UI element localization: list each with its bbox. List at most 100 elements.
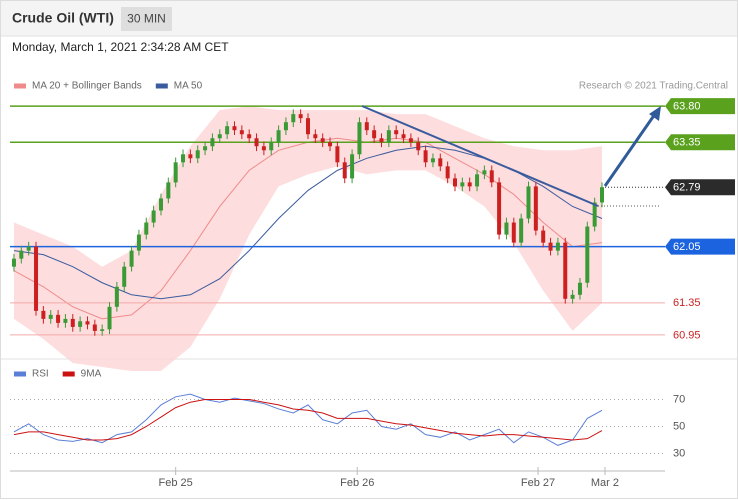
candle-body [320,138,325,143]
candle-body [136,234,141,251]
candle-body [497,182,502,235]
x-tick-label: Feb 26 [340,477,374,489]
interval: 30 MIN [127,12,166,26]
candle-body [335,146,340,163]
candle-body [372,130,377,139]
title: Crude Oil (WTI) [12,10,114,26]
level-label: 62.05 [673,241,701,253]
indicator-line [13,399,603,441]
candle-body [261,146,266,151]
candle-body [489,170,494,183]
candle-body [563,242,568,299]
candle-body [460,182,465,187]
candle-body [210,138,215,147]
legend-label: MA 50 [174,81,203,92]
candle-body [342,162,347,179]
candle-body [56,314,61,323]
candle-body [239,130,244,135]
candle-body [158,198,163,211]
x-tick-label: Feb 25 [159,477,193,489]
level-tag [665,134,735,151]
candle-body [203,146,208,151]
candle-body [129,250,134,267]
candle-body [173,162,178,183]
candle-body [313,134,318,139]
legend-swatch [14,371,26,377]
candle-body [85,321,90,325]
candle-body [181,154,186,163]
level-label: 63.80 [673,101,701,113]
candle-body [298,114,303,119]
candle-body [548,242,553,251]
candle-body [100,329,105,331]
candle-body [232,126,237,131]
level-label: 62.79 [673,182,701,194]
candle-body [570,294,575,299]
candle-body [114,286,119,307]
legend-label: RSI [32,369,49,380]
candle-body [195,150,200,159]
timestamp: Monday, March 1, 2021 2:34:28 AM CET [12,40,229,54]
trend-line [361,105,599,207]
candle-body [438,158,443,167]
level-label: 60.95 [673,329,701,341]
y-tick-label: 70 [673,393,685,405]
candle-body [600,187,605,203]
candle-body [452,178,457,187]
candle-body [11,258,16,267]
candle-body [19,250,24,259]
candle-body [511,222,516,243]
bollinger-band [13,106,603,372]
candle-body [555,242,560,251]
candle-body [254,138,259,147]
candle-body [379,138,384,143]
candle-body [350,154,355,179]
candle-body [269,142,274,151]
candle-body [276,130,281,143]
candle-body [41,310,46,319]
candle-body [34,246,39,311]
candle-body [577,282,582,295]
candle-body [533,186,538,231]
candle-body [328,142,333,147]
level-tag [665,238,735,255]
legend-label: 9MA [81,369,102,380]
candle-body [475,174,480,187]
legend-swatch [62,371,75,377]
candle-body [519,218,524,243]
candle-body [467,182,472,187]
credit: Research © 2021 Trading.Central [579,81,728,92]
interval-badge [121,7,172,31]
candle-body [283,122,288,131]
candle-body [92,324,97,331]
candle-body [592,202,597,227]
candle-body [70,318,75,327]
candle-body [305,118,310,135]
candle-body [144,222,149,235]
candle-body [585,226,590,283]
candle-body [526,186,531,219]
candle-body [416,142,421,151]
candle-body [151,210,156,223]
arrow-head [649,106,661,121]
x-tick-label: Mar 2 [591,477,619,489]
candle-body [364,122,369,131]
candle-body [482,170,487,175]
level-label: 61.35 [673,297,701,309]
candle-body [26,246,31,251]
candle-body [445,166,450,179]
legend-label: MA 20 + Bollinger Bands [32,81,142,92]
candle-body [217,134,222,139]
legend-swatch [155,83,168,89]
y-tick-label: 50 [673,420,685,432]
level-tag [665,179,735,196]
legend-swatch [14,83,26,89]
indicator-line [13,393,603,446]
candle-body [394,130,399,135]
candle-body [291,114,296,123]
candle-body [408,138,413,143]
candle-body [401,134,406,139]
candle-body [423,150,428,163]
